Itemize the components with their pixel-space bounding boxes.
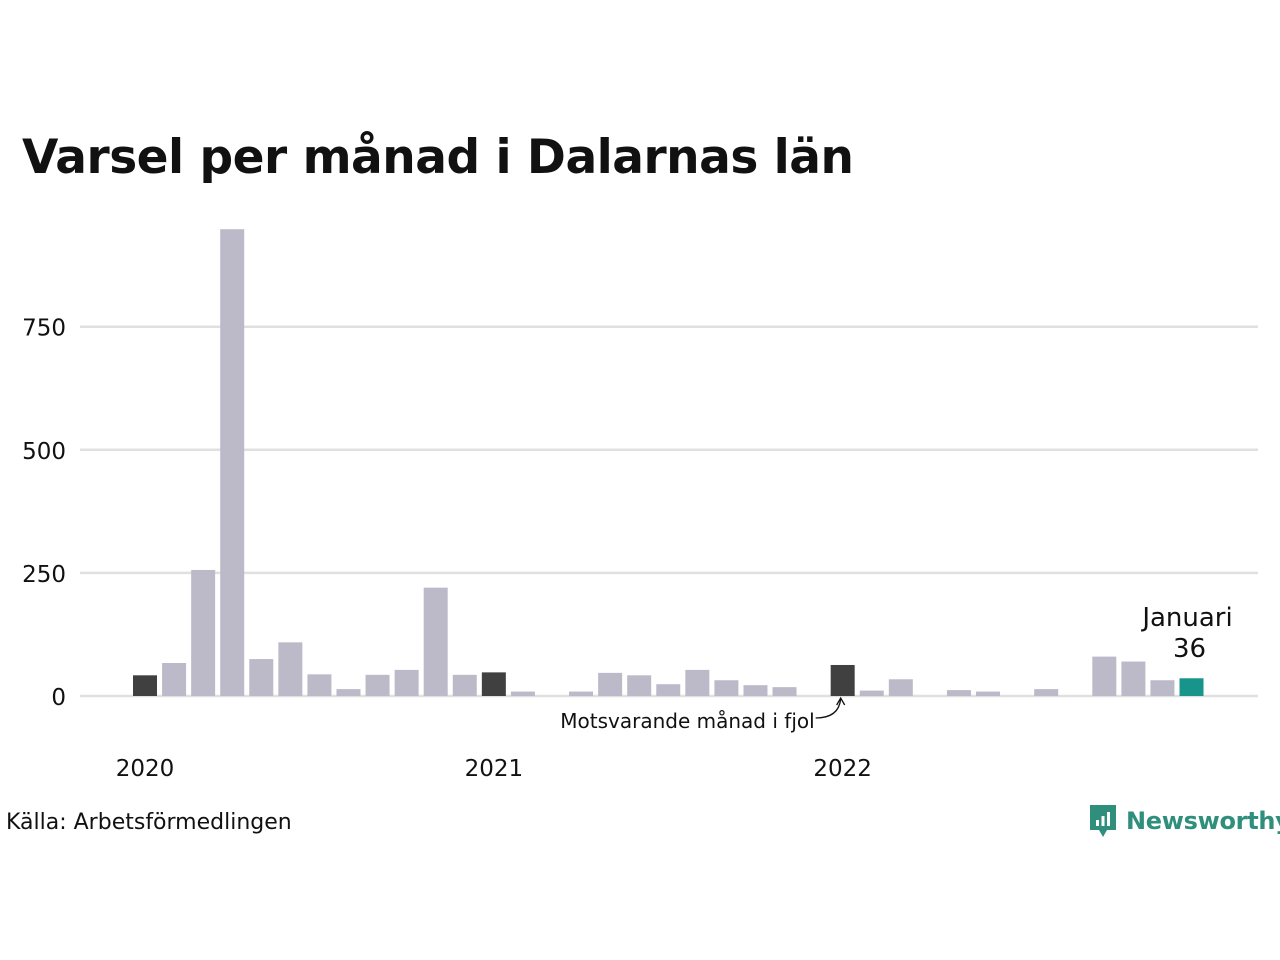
bar-2020-09 — [365, 674, 390, 696]
bar-chart-speech-bubble-icon — [1090, 805, 1116, 837]
bar-2021-08 — [685, 669, 710, 696]
bar-2020-05 — [249, 659, 274, 696]
bar-2020-08 — [336, 689, 361, 696]
bar-2020-07 — [307, 674, 332, 696]
bar-2023-01 — [1179, 678, 1204, 696]
bar-2021-02 — [510, 691, 535, 696]
bar-2021-05 — [598, 672, 623, 696]
y-tick-label: 750 — [22, 316, 66, 342]
bar-2021-04 — [569, 691, 594, 696]
logo-text: Newsworthy — [1126, 807, 1280, 835]
bar-2020-10 — [394, 669, 419, 696]
bar-2020-06 — [278, 642, 303, 696]
bar-2021-07 — [656, 684, 681, 696]
bar-2021-01 — [481, 672, 506, 696]
bar-2022-03 — [888, 679, 913, 696]
x-tick-label: 2022 — [813, 756, 872, 782]
grid-lines — [80, 325, 1258, 698]
bar-2022-01 — [830, 664, 855, 696]
last-year-annotation: Motsvarande månad i fjol — [560, 709, 814, 733]
bar-2022-08 — [1034, 689, 1059, 696]
bar-2020-04 — [220, 229, 245, 696]
bar-2021-06 — [627, 675, 652, 696]
source-note: Källa: Arbetsförmedlingen — [6, 810, 292, 835]
y-tick-label: 500 — [22, 439, 66, 465]
bar-2020-02 — [162, 663, 187, 696]
bar-2020-03 — [191, 569, 216, 696]
current-month-label: Januari — [1140, 603, 1232, 633]
bar-2022-06 — [976, 691, 1001, 696]
bar-2022-12 — [1150, 680, 1175, 696]
x-axis: 2020 2021 2022 — [116, 756, 872, 782]
x-tick-label: 2020 — [116, 756, 175, 782]
bar-2020-01 — [133, 675, 157, 696]
y-tick-label: 250 — [22, 562, 66, 588]
y-tick-label: 0 — [51, 685, 66, 711]
bar-2022-11 — [1121, 661, 1146, 696]
bar-2020-12 — [452, 674, 477, 696]
bar-2022-02 — [859, 690, 884, 696]
x-tick-label: 2021 — [465, 756, 524, 782]
annotation-arrow — [815, 698, 842, 719]
bar-2021-10 — [743, 685, 768, 696]
bar-2021-09 — [714, 680, 739, 696]
bar-2020-11 — [423, 587, 448, 696]
bar-2021-11 — [772, 687, 797, 696]
y-axis: 0 250 500 750 — [22, 316, 66, 711]
bar-2022-10 — [1092, 656, 1117, 696]
bars — [133, 229, 1204, 696]
bar-2022-05 — [946, 690, 971, 696]
chart-title: Varsel per månad i Dalarnas län — [22, 130, 854, 185]
newsworthy-logo[interactable]: Newsworthy — [1088, 803, 1280, 839]
current-value-label: 36 — [1173, 634, 1206, 664]
annotation-arrowhead — [836, 696, 846, 706]
